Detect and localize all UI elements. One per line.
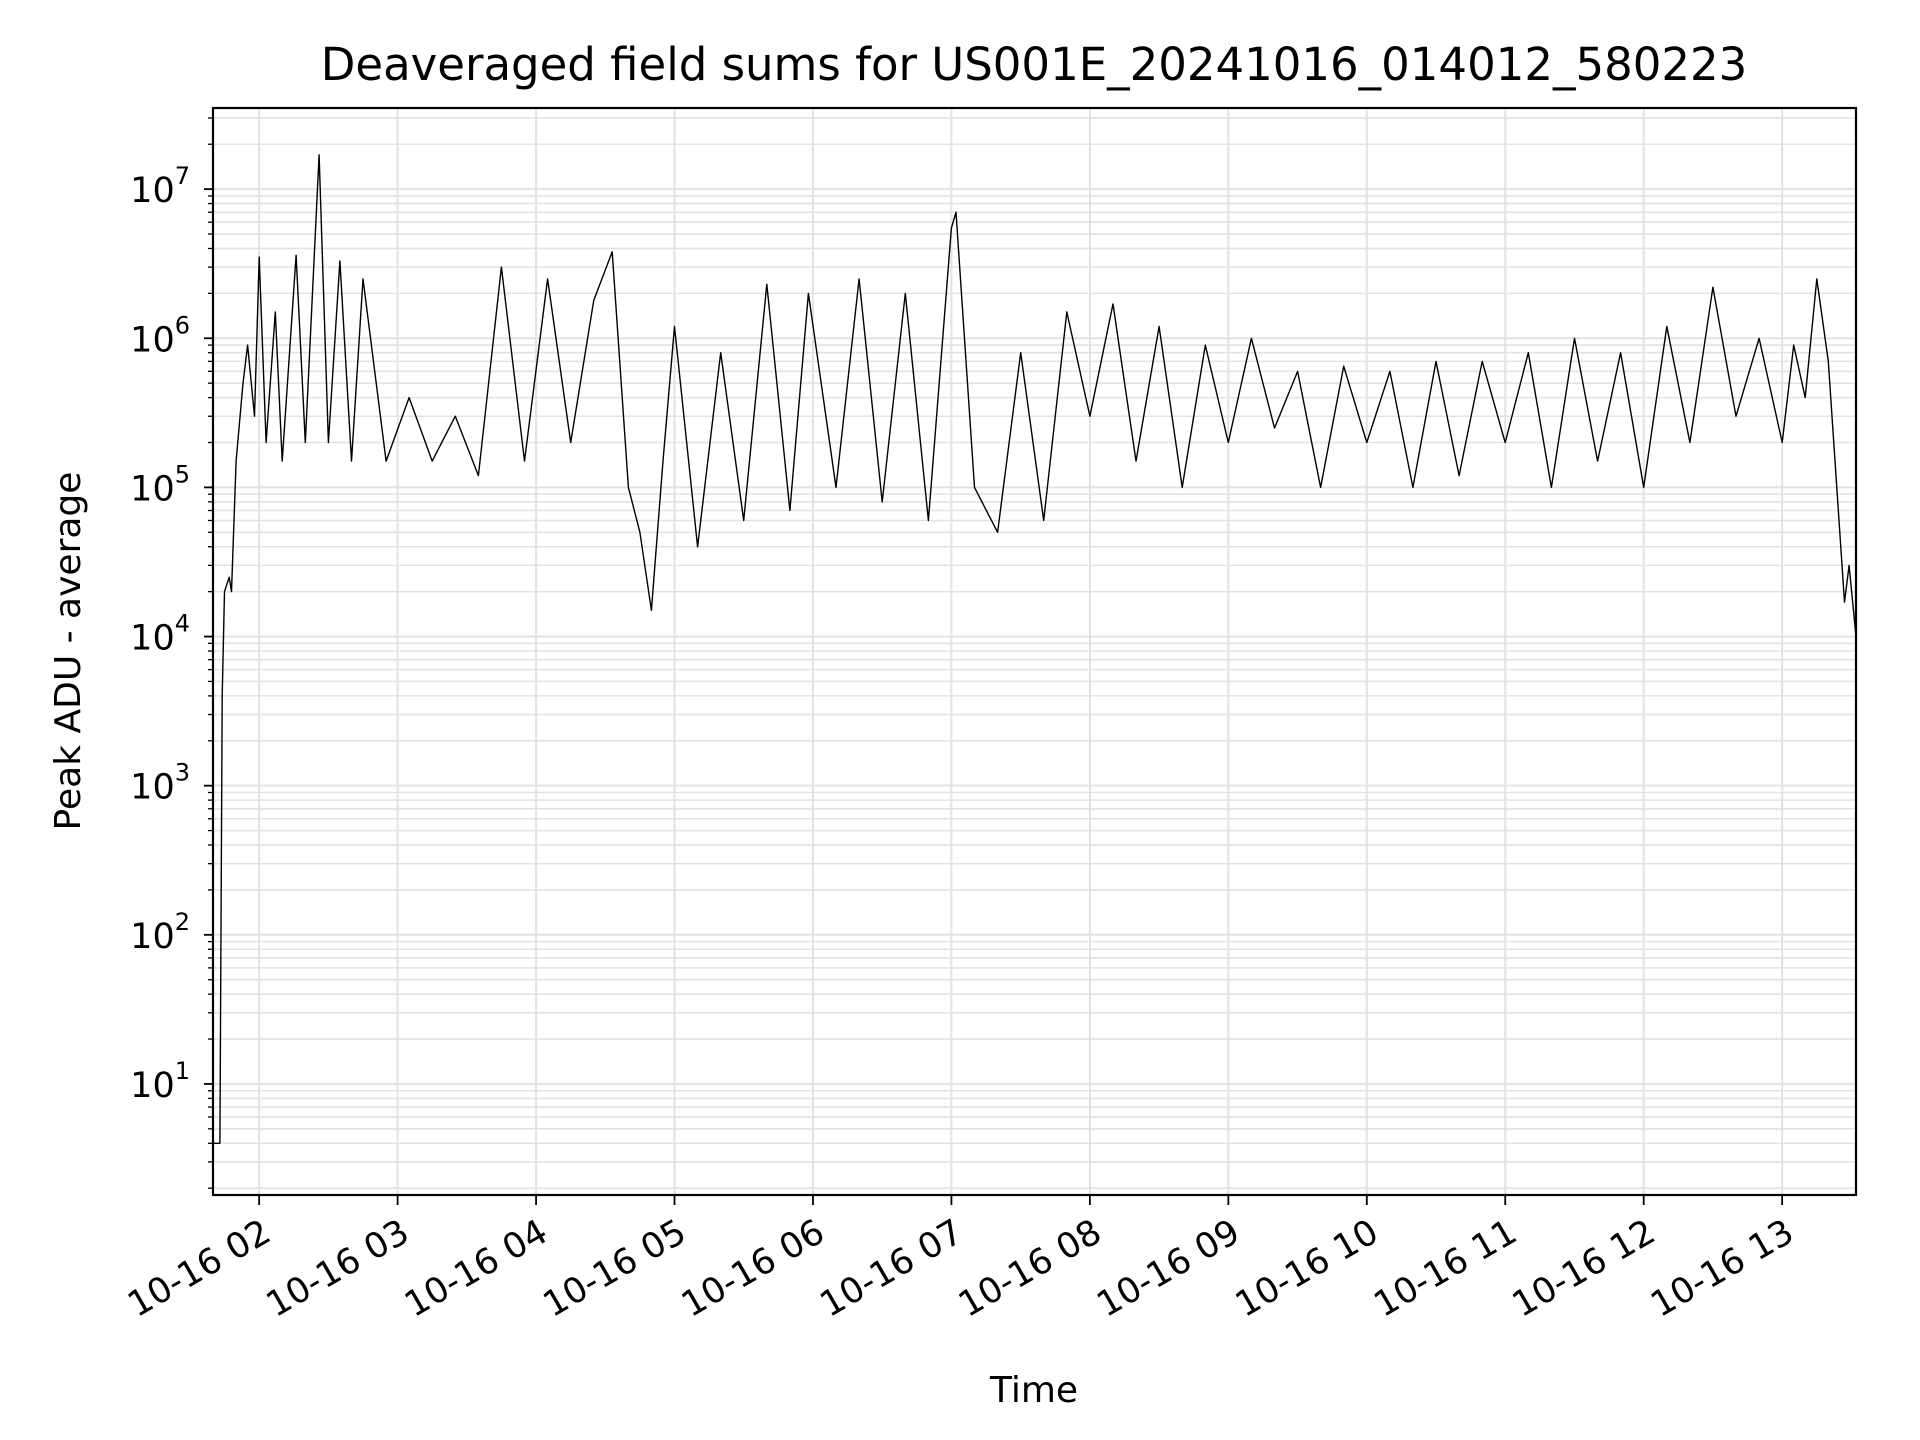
y-tick-label: 106 — [130, 311, 190, 360]
series-layer — [213, 154, 1857, 1144]
y-axis-label: Peak ADU - average — [48, 472, 89, 831]
y-tick-label: 102 — [130, 908, 190, 957]
y-axis: 101 102 103 104 105 106 107 — [130, 117, 213, 1189]
series-line — [213, 154, 1857, 1144]
chart-title: Deaveraged field sums for US001E_2024101… — [321, 38, 1748, 91]
y-tick-label: 105 — [130, 460, 190, 509]
y-tick-label: 104 — [130, 610, 190, 659]
x-axis-label: Time — [989, 1370, 1078, 1411]
y-tick-label: 103 — [130, 759, 190, 808]
grid — [213, 108, 1856, 1195]
y-tick-label: 107 — [130, 162, 190, 211]
y-tick-label: 101 — [130, 1057, 190, 1106]
